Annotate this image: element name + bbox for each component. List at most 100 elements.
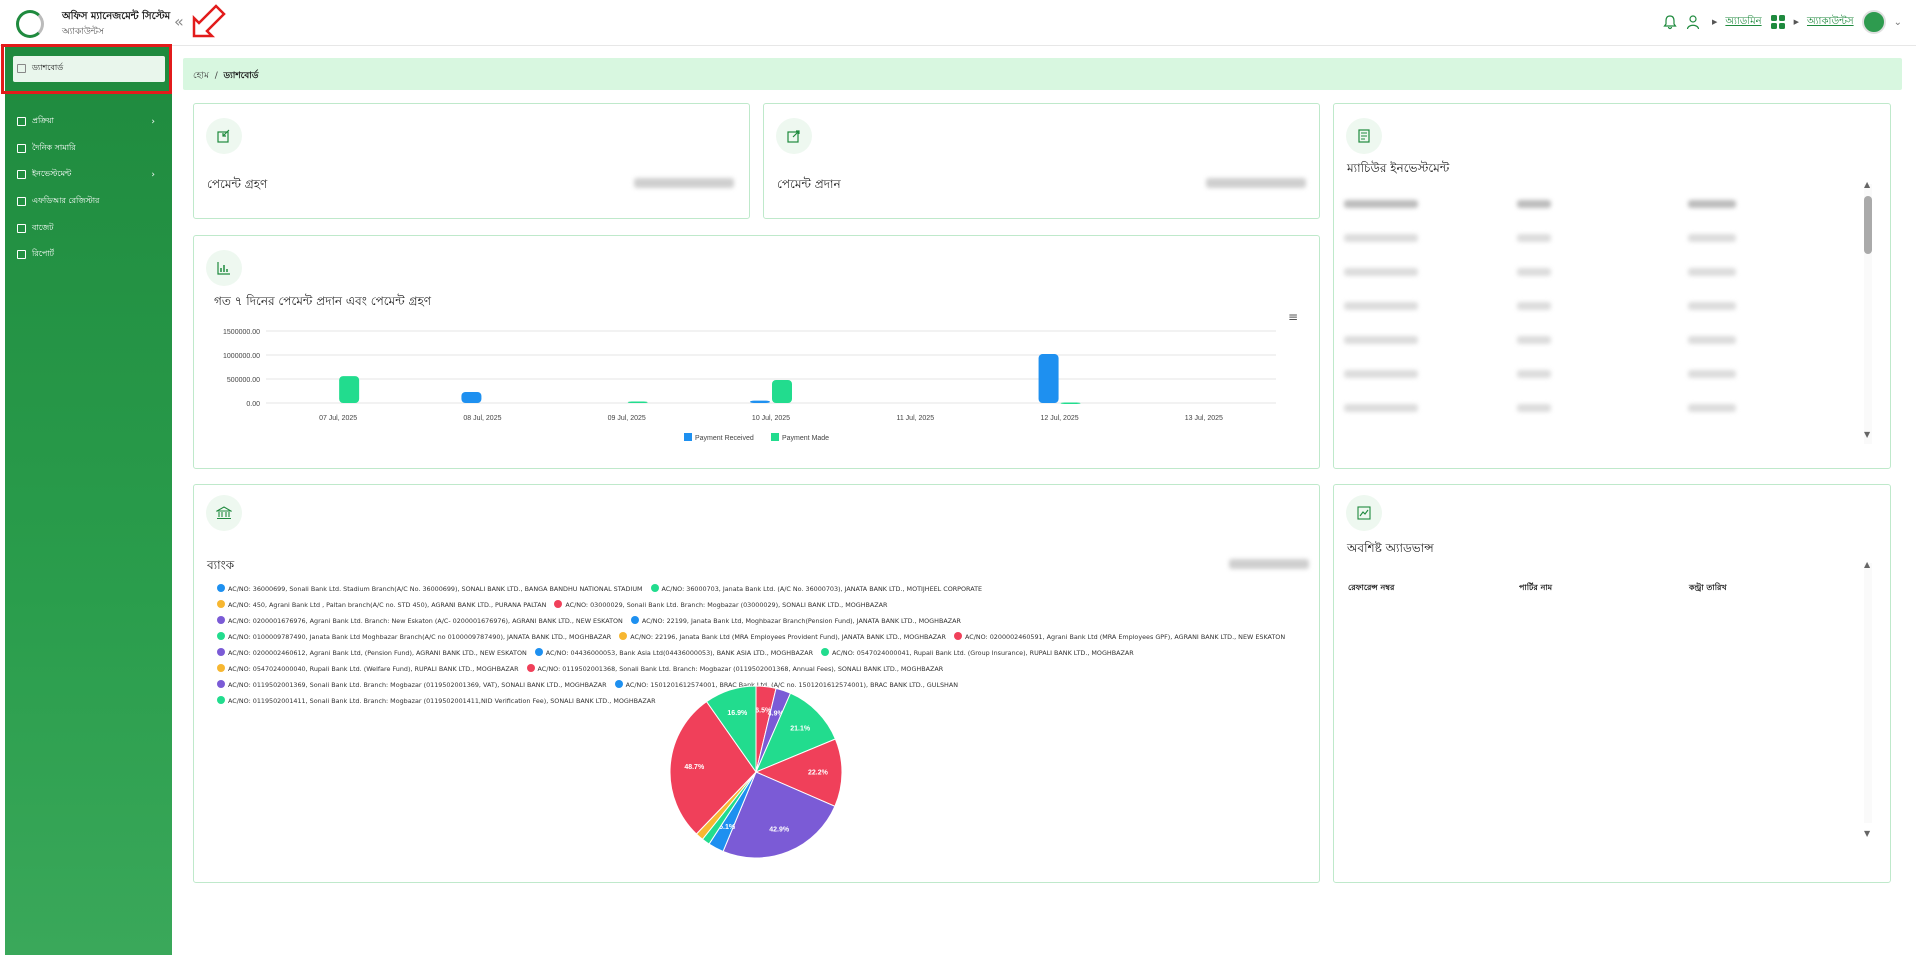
y-tick-label: 0.00 (246, 401, 260, 408)
bell-icon[interactable] (1662, 14, 1678, 30)
scroll-up-icon[interactable]: ▲ (1864, 560, 1871, 569)
receive-icon (206, 118, 242, 154)
legend-entry[interactable]: AC/NO: 0119502001411, Sonali Bank Ltd. B… (217, 693, 656, 709)
chevron-down-icon[interactable]: ⌄ (1893, 16, 1902, 28)
user-role-link[interactable]: অ্যাডমিন (1725, 15, 1762, 27)
pie-slice[interactable] (754, 738, 843, 807)
scroll-down-icon[interactable]: ▼ (1864, 829, 1871, 838)
legend-entry[interactable]: AC/NO: 1501201612574001, BRAC Bank Ltd. … (614, 677, 958, 693)
legend-entry[interactable]: AC/NO: 0100009787490, Janata Bank Ltd Mo… (217, 629, 611, 645)
pie-slice[interactable] (705, 685, 757, 774)
scroll-down-icon[interactable]: ▼ (1864, 430, 1871, 439)
annotation-highlight-box (1, 44, 172, 94)
sidebar-item-daily-summary[interactable]: দৈনিক সামারি (17, 142, 157, 155)
blurred-cell (1517, 404, 1551, 412)
apps-grid-icon[interactable] (1770, 14, 1786, 30)
annotation-arrow-icon (192, 4, 226, 38)
blurred-cell (1344, 268, 1418, 276)
legend-entry[interactable]: AC/NO: 22199, Janata Bank Ltd, Moghbazar… (630, 613, 961, 629)
legend-entry[interactable]: AC/NO: 03000029, Sonali Bank Ltd. Branch… (554, 597, 888, 613)
blurred-cell (1688, 336, 1736, 344)
y-tick-label: 1500000.00 (223, 329, 260, 336)
avatar[interactable] (1861, 10, 1886, 34)
investment-icon (17, 170, 26, 179)
pie-slice[interactable] (755, 692, 837, 773)
legend-text: AC/NO: 22199, Janata Bank Ltd, Moghbazar… (641, 617, 961, 625)
document-icon (1346, 118, 1382, 154)
sidebar-item-label: এফডিআর রেজিস্টার (32, 196, 100, 205)
chevron-right-icon: › (151, 116, 155, 127)
sidebar-item-report[interactable]: রিপোর্ট (17, 248, 157, 261)
legend-entry[interactable]: AC/NO: 0547024000040, Rupali Bank Ltd. (… (217, 661, 519, 677)
sidebar-item-fdr-register[interactable]: এফডিআর রেজিস্টার (17, 195, 157, 208)
legend-entry[interactable]: AC/NO: 04436000053, Bank Asia Ltd(044360… (534, 645, 813, 661)
legend-dot-icon (217, 632, 225, 640)
legend-text: AC/NO: 03000029, Sonali Bank Ltd. Branch… (565, 601, 888, 609)
legend-entry[interactable]: AC/NO: 0200002460612, Agrani Bank Ltd, (… (217, 645, 527, 661)
sidebar-item-label: দৈনিক সামারি (32, 143, 76, 152)
legend-entry[interactable]: AC/NO: 0200001676976, Agrani Bank Ltd. B… (217, 613, 623, 629)
register-icon (17, 197, 26, 206)
blurred-cell (1344, 370, 1418, 378)
sidebar-item-label: ইনভেস্টমেন্ট (32, 169, 72, 178)
bar (750, 400, 770, 403)
sidebar-item-dashboard[interactable] (13, 56, 165, 82)
pie-slice[interactable] (722, 771, 836, 859)
blurred-cell (1688, 370, 1736, 378)
legend-entry[interactable]: AC/NO: 450, Agrani Bank Ltd , Paltan bra… (217, 597, 546, 613)
advance-scrollbar[interactable] (1864, 563, 1872, 823)
scroll-up-icon[interactable]: ▲ (1864, 180, 1871, 189)
blurred-cell (1517, 268, 1551, 276)
blurred-cell (1517, 302, 1551, 310)
sidebar-item-process[interactable]: প্রক্রিয়া › (17, 115, 157, 128)
maturity-scrollbar[interactable] (1864, 184, 1872, 444)
legend-entry[interactable]: AC/NO: 0119502001369, Sonali Bank Ltd. B… (217, 677, 607, 693)
legend-entry[interactable]: AC/NO: 0119502001368, Sonali Bank Ltd. B… (526, 661, 943, 677)
sidebar-item-budget[interactable]: বাজেট (17, 222, 157, 235)
sidebar-collapse-icon[interactable]: « (174, 12, 184, 31)
breadcrumb-home[interactable]: হোম (193, 71, 209, 81)
brand-subtitle: অ্যাকাউন্টস (62, 27, 104, 37)
legend-dot-icon (953, 632, 962, 640)
legend-text: AC/NO: 0100009787490, Janata Bank Ltd Mo… (228, 633, 612, 641)
legend-text: AC/NO: 36000699, Sonali Bank Ltd. Stadiu… (228, 585, 643, 593)
blurred-cell (1344, 200, 1418, 208)
bank-title: ব্যাংক (207, 558, 235, 572)
legend-text: AC/NO: 0200002460612, Agrani Bank Ltd, (… (228, 649, 527, 657)
blurred-cell (1517, 370, 1551, 378)
remaining-advance-title: অবশিষ্ট অ্যাডভান্স (1347, 541, 1434, 555)
legend-text: AC/NO: 0547024000040, Rupali Bank Ltd. (… (228, 665, 519, 673)
report-icon (17, 250, 26, 259)
header-actions: ▶ অ্যাডমিন ▶ অ্যাকাউন্টস ⌄ (1662, 10, 1902, 34)
bar (339, 376, 360, 403)
grid-icon (17, 64, 26, 73)
legend-entry[interactable]: AC/NO: 0200002460591, Agrani Bank Ltd (M… (953, 629, 1286, 645)
maturity-scroll-thumb[interactable] (1864, 196, 1872, 254)
send-icon (776, 118, 812, 154)
pie-data-label: 22.2% (808, 770, 829, 777)
brand-title: অফিস ম্যানেজমেন্ট সিস্টেম (62, 11, 171, 22)
x-tick-label: 13 Jul, 2025 (1185, 415, 1223, 422)
column-header-contra-date: কন্ট্রা তারিখ (1689, 583, 1727, 592)
legend-label: Payment Made (782, 435, 829, 442)
legend-text: AC/NO: 0200002460591, Agrani Bank Ltd (M… (964, 633, 1286, 641)
y-tick-label: 1000000.00 (223, 353, 260, 360)
bar (772, 379, 792, 403)
chart-menu-icon[interactable]: ≡ (1288, 310, 1299, 324)
legend-dot-icon (554, 600, 563, 608)
chart-title: গত ৭ দিনের পেমেন্ট প্রদান এবং পেমেন্ট গ্… (214, 294, 432, 308)
module-link[interactable]: অ্যাকাউন্টস (1806, 15, 1854, 27)
legend-entry[interactable]: AC/NO: 36000703, Janata Bank Ltd. (A/C N… (650, 581, 982, 597)
legend-entry[interactable]: AC/NO: 22196, Janata Bank Ltd (MRA Emplo… (619, 629, 946, 645)
blurred-cell (1688, 234, 1736, 242)
legend-dot-icon (217, 584, 225, 592)
legend-entry[interactable]: AC/NO: 36000699, Sonali Bank Ltd. Stadiu… (217, 581, 643, 597)
legend-entry[interactable]: AC/NO: 0547024000041, Rupali Bank Ltd. (… (821, 645, 1134, 661)
bar (461, 391, 482, 403)
x-tick-label: 12 Jul, 2025 (1040, 415, 1078, 422)
bar (1060, 402, 1081, 405)
pie-slice[interactable] (669, 700, 757, 835)
sidebar-item-dashboard-row[interactable]: ড্যাশবোর্ড (17, 62, 157, 75)
legend-swatch (771, 433, 779, 441)
sidebar-item-investment[interactable]: ইনভেস্টমেন্ট › (17, 168, 157, 181)
